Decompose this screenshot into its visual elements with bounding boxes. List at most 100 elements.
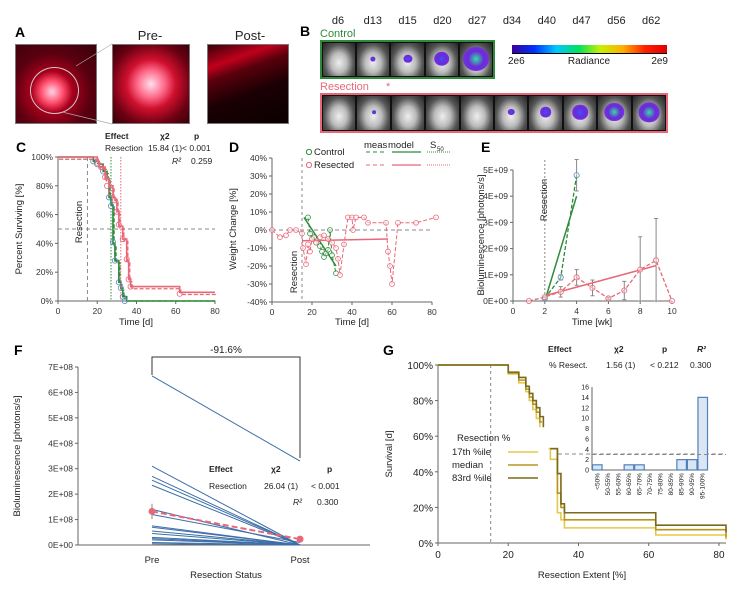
inset-x-tick-label: 60-65% [626,473,633,496]
control-censor-point [90,158,97,165]
resected-censor-point [104,182,111,189]
resected-point [299,230,305,237]
panel-g-extent-survival-chart: 0 20 40 60 800%20%40%60%80%100%Resection Ext… [384,344,727,581]
resection-mouse-image [529,96,562,130]
resected-point [557,288,564,295]
y-tick-label: 4E+09 [483,191,508,201]
resected-point [361,214,367,221]
day-label: d56 [607,15,625,27]
resection-mouse-image [632,96,666,130]
x-tick-label: 80 [210,306,220,316]
y-tick-label: 40% [36,238,53,248]
x-axis-label: Time [wk] [572,317,612,328]
resection-mouse-image [598,96,631,130]
resection-mouse-image [426,96,459,130]
x-tick-label: 20 [503,550,515,561]
y-tick-label: -30% [247,279,267,289]
inset-y-tick-label: 12 [581,405,589,412]
y-tick-label: 20% [36,267,53,277]
panel-label-b: B [300,23,310,39]
inset-x-tick-label: 50-55% [605,473,612,496]
control-point [305,214,311,221]
y-axis-label: Weight Change [%] [228,188,239,270]
inset-y-tick-label: 6 [585,436,589,443]
x-tick-label: 40 [132,306,142,316]
stats-header-p: p [662,344,667,354]
control-label: Control [320,28,355,40]
post-resection-image [207,44,289,124]
subject-line [151,543,301,546]
y-tick-label: -20% [247,261,267,271]
control-censor-point [109,238,116,245]
day-label: d15 [398,15,416,27]
inset-y-tick-label: 16 [581,385,589,392]
bioluminescence-signal [370,56,376,62]
mean-point [148,507,156,515]
resected-point [333,245,339,251]
inset-y-tick-label: 10 [581,416,589,423]
control-mouse-image [425,43,458,76]
bioluminescence-signal [539,106,552,118]
y-axis-label: Bioluminescence [photons/s] [12,396,23,517]
y-axis-label: Survival [d] [384,431,395,478]
resected-point [309,236,315,242]
histogram-bar [676,459,688,471]
zoom-circle [30,67,79,114]
resected-point [269,227,275,233]
comparison-bracket [151,356,301,458]
x-tick-label: 2 [542,306,547,316]
resected-point [385,248,391,255]
legend-header-s-sub: 50 [437,147,444,153]
inset-x-tick-label: <50% [594,473,601,490]
y-tick-label: 100% [31,152,53,162]
inset-x-tick-label: 55-60% [615,473,622,496]
legend-title: Resection % [457,433,511,444]
resected-point [341,241,347,248]
resection-image-strip [320,93,668,133]
control-mouse-image [357,43,390,76]
x-tick-label: 0 [511,306,516,316]
stats-r2: 0.300 [317,497,339,507]
day-label: d62 [642,15,660,27]
stats-chi2: 26.04 (1) [264,481,298,491]
resected-point [353,214,359,221]
resection-mouse-image [563,96,597,130]
stats-header-effect: Effect [548,344,572,354]
legend-label: 83rd %ile [452,473,492,484]
x-tick-label: 0 [56,306,61,316]
y-axis-label: Bioluminescence [photons/s] [476,175,487,296]
bioluminescence-signal [433,51,450,67]
stats-header-chi2: χ2 [271,464,281,474]
x-tick-label: 80 [713,550,725,561]
inset-y-tick-label: 2 [585,457,589,464]
colorbar-max: 2e9 [651,56,668,67]
resected-point [335,255,341,262]
stats-chi2: 15.84 (1) [148,143,182,153]
y-tick-label: 80% [413,397,433,408]
resected-point [277,234,283,241]
resection-annotation: Resection [289,251,300,293]
panel-label-c: C [16,139,26,155]
stats-header-chi2: χ2 [160,131,170,141]
resected-censor-point [102,174,109,181]
resected-measured-line [528,259,673,302]
resected-censor-point [107,189,114,196]
resected-point [325,236,331,242]
y-tick-label: 30% [250,171,267,181]
day-label: d27 [468,15,486,27]
panel-e-bioluminescence-chart: 0 2 4 6 8 10 0E+00 1E+09 2E+09 3E+09 4E+09 5E+09Bio… [476,159,677,328]
resected-point [395,220,401,226]
bioluminescence-signal [604,103,625,122]
resection-marker: * [386,81,391,93]
resected-point [433,214,439,221]
bracket-label: -91.6% [210,345,242,356]
resected-point [337,272,343,278]
legend-label: median [452,460,483,471]
resected-point [329,239,335,246]
category-label-pre: Pre [145,555,160,566]
x-tick-label: 60 [643,550,655,561]
resected-point [313,239,319,246]
control-point [557,274,564,281]
